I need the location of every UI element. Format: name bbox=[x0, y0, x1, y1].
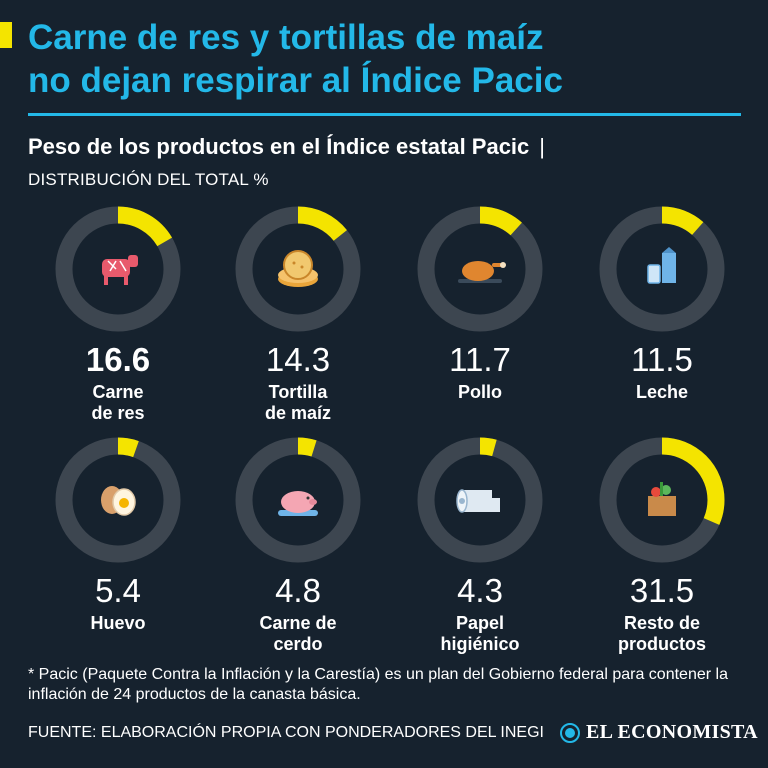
category-label-line: cerdo bbox=[273, 634, 323, 654]
category-label-line: de res bbox=[91, 403, 145, 423]
unit-label: DISTRIBUCIÓN DEL TOTAL % bbox=[28, 170, 269, 189]
page-title: Carne de res y tortillas de maíz no deja… bbox=[28, 16, 758, 102]
brand-logo: EL ECONOMISTA bbox=[560, 721, 758, 744]
category-label: Leche bbox=[572, 382, 752, 403]
donut-chart bbox=[417, 206, 543, 332]
milk-icon bbox=[647, 247, 676, 284]
category-label: Huevo bbox=[28, 613, 208, 634]
category-label-line: higiénico bbox=[440, 634, 520, 654]
data-value-label: 16.6 bbox=[85, 341, 151, 378]
cow-icon bbox=[102, 255, 138, 285]
category-label-line: productos bbox=[618, 634, 706, 654]
donut-item: 14.3 Tortilla de maíz bbox=[208, 206, 388, 424]
tortilla-icon bbox=[278, 250, 318, 287]
category-label: Resto de productos bbox=[572, 613, 752, 655]
donut-chart bbox=[235, 437, 361, 563]
donut-value-arc bbox=[599, 437, 725, 563]
donut-value-arc bbox=[235, 437, 361, 563]
category-label-line: Huevo bbox=[90, 613, 146, 633]
donut-value-arc bbox=[55, 206, 181, 332]
title-line-2: no dejan respirar al Índice Pacic bbox=[28, 61, 563, 100]
title-accent-bar bbox=[0, 22, 12, 48]
donut-item: 5.4 Huevo bbox=[28, 437, 208, 634]
donut-value-arc bbox=[55, 437, 181, 563]
donut-chart bbox=[599, 206, 725, 332]
donut-chart bbox=[599, 437, 725, 563]
egg-icon bbox=[101, 486, 136, 516]
donut-chart bbox=[55, 437, 181, 563]
grocery-bag-icon bbox=[648, 482, 676, 516]
data-value-label: 5.4 bbox=[95, 572, 141, 609]
brand-name: EL ECONOMISTA bbox=[586, 721, 758, 743]
donut-item: 11.7 Pollo bbox=[390, 206, 570, 403]
chicken-icon bbox=[458, 261, 506, 283]
donut-chart bbox=[55, 206, 181, 332]
donut-chart bbox=[235, 206, 361, 332]
donut-item: 31.5 Resto de productos bbox=[572, 437, 752, 655]
footnote: * Pacic (Paquete Contra la Inflación y l… bbox=[28, 666, 728, 703]
title-line-1: Carne de res y tortillas de maíz bbox=[28, 18, 544, 57]
subtitle-separator: | bbox=[539, 134, 546, 159]
toilet-paper-icon bbox=[456, 489, 500, 513]
donut-value-arc bbox=[417, 206, 543, 332]
category-label-line: de maíz bbox=[264, 403, 332, 423]
category-label: Papel higiénico bbox=[390, 613, 570, 655]
category-label-line: Leche bbox=[635, 382, 689, 402]
category-label: Pollo bbox=[390, 382, 570, 403]
category-label-line: Pollo bbox=[458, 382, 502, 402]
data-value-label: 31.5 bbox=[629, 572, 695, 609]
chart-subtitle: Peso de los productos en el Índice estat… bbox=[28, 134, 530, 159]
category-label-line: Carne bbox=[92, 382, 144, 402]
category-label-line: Resto de bbox=[623, 613, 701, 633]
data-value-label: 4.8 bbox=[275, 572, 321, 609]
donut-item: 4.8 Carne de cerdo bbox=[208, 437, 388, 655]
title-divider bbox=[28, 113, 741, 116]
donut-item: 16.6 Carne de res bbox=[28, 206, 208, 424]
data-value-label: 4.3 bbox=[457, 572, 503, 609]
brand-emblem-icon bbox=[560, 722, 580, 743]
category-label-line: Tortilla bbox=[268, 382, 328, 402]
donut-chart bbox=[417, 437, 543, 563]
category-label: Carne de cerdo bbox=[208, 613, 388, 655]
data-value-label: 11.7 bbox=[449, 341, 511, 378]
category-label-line: Papel bbox=[455, 613, 505, 633]
donut-value-arc bbox=[417, 437, 543, 563]
donut-value-arc bbox=[235, 206, 361, 332]
donut-value-arc bbox=[599, 206, 725, 332]
donut-item: 4.3 Papel higiénico bbox=[390, 437, 570, 655]
category-label: Carne de res bbox=[28, 382, 208, 424]
data-value-label: 14.3 bbox=[265, 341, 331, 378]
data-value-label: 11.5 bbox=[631, 341, 693, 378]
pig-icon bbox=[278, 491, 318, 516]
donut-item: 11.5 Leche bbox=[572, 206, 752, 403]
category-label: Tortilla de maíz bbox=[208, 382, 388, 424]
source-line: FUENTE: ELABORACIÓN PROPIA CON PONDERADO… bbox=[28, 724, 544, 741]
chart-subtitle-row: Peso de los productos en el Índice estat… bbox=[28, 134, 545, 160]
category-label-line: Carne de bbox=[259, 613, 337, 633]
